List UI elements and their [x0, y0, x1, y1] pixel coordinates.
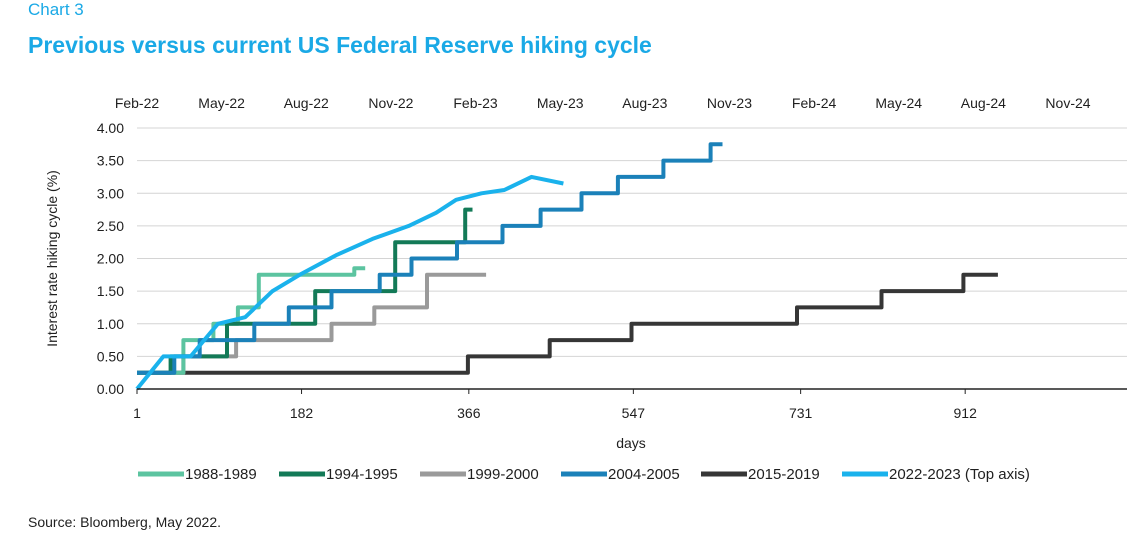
top-axis-tick-label: Aug-24	[961, 95, 1006, 111]
series-line-2022-2023-top-axis-	[135, 174, 564, 391]
legend-label: 1994-1995	[326, 466, 398, 483]
y-tick-label: 1.00	[97, 316, 124, 332]
x-tick-label: 731	[789, 405, 813, 421]
y-tick-label: 4.00	[97, 120, 124, 136]
legend-label: 2022-2023 (Top axis)	[889, 466, 1030, 483]
top-axis-tick-label: May-22	[198, 95, 245, 111]
top-axis-tick-label: Aug-23	[622, 95, 667, 111]
y-tick-label: 1.50	[97, 283, 124, 299]
axes: 0.00 0.50 1.00 1.50 2.00 2.50 3.00 3.50 4.00 1 182…	[44, 95, 1127, 451]
legend-label: 2004-2005	[608, 466, 680, 483]
y-tick-label: 0.00	[97, 381, 124, 397]
legend-label: 2015-2019	[748, 466, 820, 483]
top-axis-tick-label: Aug-22	[284, 95, 329, 111]
x-tick-label: 1	[133, 405, 141, 421]
x-tick-label: 912	[954, 405, 978, 421]
y-tick-label: 2.00	[97, 251, 124, 267]
top-axis-tick-label: Feb-22	[115, 95, 160, 111]
x-tick-label: 366	[457, 405, 481, 421]
series-line-2015-2019	[137, 272, 998, 375]
legend: 1988-1989 1994-1995 1999-2000 2004-2005 2015…	[138, 466, 1030, 483]
source-note: Source: Bloomberg, May 2022.	[28, 514, 221, 530]
series-line-1988-1989	[137, 266, 366, 375]
chart-title: Previous versus current US Federal Reser…	[28, 32, 652, 58]
top-axis-tick-label: Nov-22	[368, 95, 413, 111]
top-axis-tick-label: Feb-24	[792, 95, 837, 111]
y-tick-label: 0.50	[97, 348, 124, 364]
x-tick-label: 182	[290, 405, 314, 421]
top-axis-tick-label: Nov-23	[707, 95, 752, 111]
y-tick-label: 3.00	[97, 185, 124, 201]
series-line-2004-2005	[137, 142, 723, 375]
series-lines	[135, 142, 998, 391]
y-tick-label: 2.50	[97, 218, 124, 234]
top-axis-tick-label: May-24	[875, 95, 922, 111]
gridlines	[137, 127, 1127, 390]
top-axis-tick-label: May-23	[537, 95, 584, 111]
x-axis-title: days	[616, 435, 646, 451]
y-tick-label: 3.50	[97, 153, 124, 169]
top-axis-tick-label: Feb-23	[453, 95, 498, 111]
legend-label: 1988-1989	[185, 466, 257, 483]
chart-number: Chart 3	[28, 0, 84, 19]
y-axis-title: Interest rate hiking cycle (%)	[44, 170, 60, 347]
x-tick-label: 547	[622, 405, 646, 421]
top-axis-tick-label: Nov-24	[1045, 95, 1090, 111]
legend-label: 1999-2000	[467, 466, 539, 483]
